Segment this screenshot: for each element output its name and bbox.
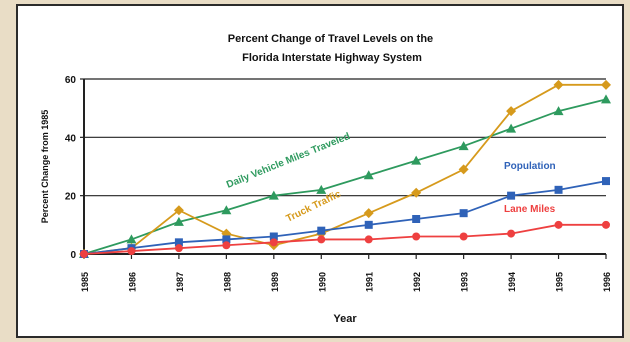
x-tick-label: 1986 [127,272,137,292]
series-line-population [83,180,607,255]
x-axis-label: Year [333,313,357,325]
point-population [269,232,278,241]
point-daily-vehicle-miles-traveled [506,123,517,133]
y-tick-label: 40 [65,133,77,144]
point-population [459,209,468,218]
point-population [507,191,516,200]
point-population [364,220,373,229]
point-daily-vehicle-miles-traveled [601,94,611,104]
y-tick-label: 60 [65,75,77,86]
series-label-daily-vehicle-miles-traveled: Daily Vehicle Miles Traveled [225,131,352,191]
point-lane-miles [602,220,610,229]
point-population [602,177,610,186]
point-daily-vehicle-miles-traveled [268,190,279,200]
point-lane-miles [364,235,373,244]
x-tick-label: 1987 [175,272,185,292]
series-line-truck-traffic [83,83,606,255]
x-tick-label: 1992 [412,272,422,292]
point-population [174,238,183,247]
x-tick-label: 1995 [555,272,565,292]
x-tick-label: 1985 [80,272,90,292]
point-truck-traffic [411,187,422,198]
point-truck-traffic [173,205,184,216]
y-axis-label: Percent Change from 1985 [40,110,50,224]
point-daily-vehicle-miles-traveled [411,155,422,165]
chart-title: Percent Change of Travel Levels on the F… [228,33,436,64]
point-truck-traffic [363,208,374,219]
x-tick-label: 1993 [460,272,470,292]
point-truck-traffic [601,79,611,90]
point-lane-miles [174,244,183,253]
x-tick-label: 1994 [507,272,517,292]
y-tick-label: 20 [65,192,77,203]
point-population [317,226,326,235]
x-tick-label: 1996 [602,272,612,292]
point-daily-vehicle-miles-traveled [126,234,137,244]
series-label-lane-miles: Lane Miles [504,204,556,215]
point-truck-traffic [553,79,564,90]
point-lane-miles [80,250,88,258]
point-lane-miles [269,238,278,247]
series-line-daily-vehicle-miles-traveled [83,98,607,255]
point-population [412,215,421,223]
point-lane-miles [507,229,516,238]
point-daily-vehicle-miles-traveled [458,141,469,151]
point-daily-vehicle-miles-traveled [363,170,374,180]
point-lane-miles [459,232,468,241]
point-truck-traffic [506,106,517,117]
y-tick-label: 0 [70,250,76,261]
x-tick-label: 1988 [222,272,232,292]
x-tick-label: 1989 [270,272,280,292]
point-daily-vehicle-miles-traveled [173,216,184,226]
line-chart: Percent Change of Travel Levels on the F… [40,33,612,325]
point-lane-miles [317,235,326,244]
x-tick-label: 1990 [317,272,327,292]
series-line-lane-miles [83,223,606,255]
x-tick-label: 1991 [365,272,375,292]
chart-frame: Percent Change of Travel Levels on the F… [16,4,624,338]
point-daily-vehicle-miles-traveled [316,184,327,194]
point-lane-miles [412,232,421,241]
point-truck-traffic [458,164,469,175]
point-population [222,235,231,244]
point-lane-miles [222,241,231,250]
point-population [554,185,563,194]
point-lane-miles [127,247,136,256]
point-daily-vehicle-miles-traveled [553,106,564,116]
point-lane-miles [554,220,563,229]
point-daily-vehicle-miles-traveled [221,205,232,215]
series-label-population: Population [504,161,556,172]
